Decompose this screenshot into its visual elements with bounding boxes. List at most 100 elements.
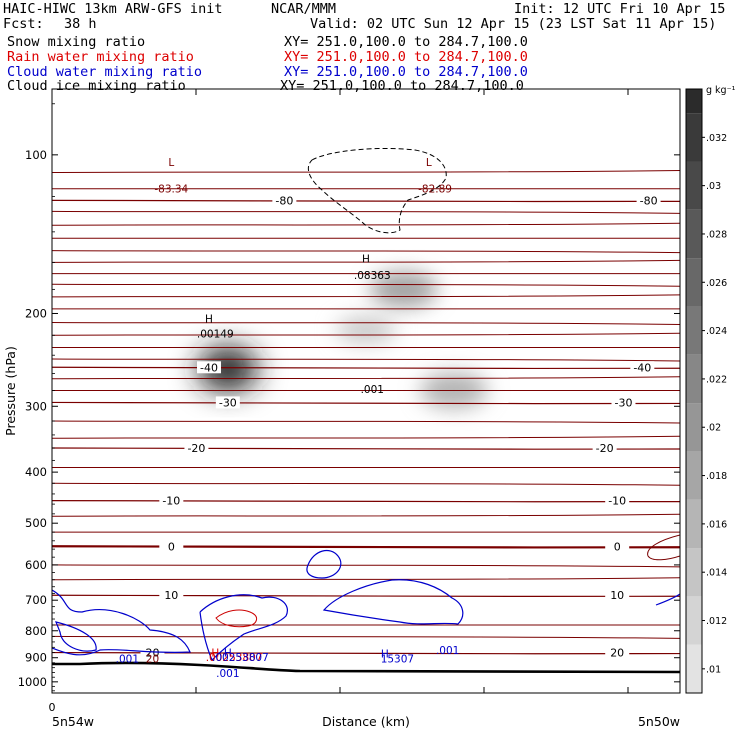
isotherm-label-bg [159, 589, 184, 602]
colorbar-segment [686, 499, 702, 549]
colorbar-tick-label: .016 [706, 519, 727, 530]
terrain-line [52, 661, 681, 674]
y-axis-label: Pressure (hPa) [3, 346, 18, 436]
colorbar-tick-label: .028 [706, 229, 727, 240]
isotherm--40 [52, 366, 680, 370]
field-name-rain: Rain water mixing ratio [7, 49, 194, 65]
y-tick-label: 500 [25, 516, 47, 530]
colorbar-tick-label: .012 [706, 616, 727, 627]
isotherm-label: 0 [614, 540, 621, 553]
x-start-label: 5n54w [52, 714, 94, 729]
isotherm-line [52, 250, 680, 254]
contour-annotation: L [168, 157, 174, 169]
isotherm-label-bg [272, 194, 297, 207]
isotherm--30 [52, 401, 680, 405]
isotherm-label-bg [630, 361, 655, 374]
rain-water-contour [215, 609, 257, 628]
y-tick-label: 400 [25, 465, 47, 479]
isotherm-label: 20 [610, 647, 624, 660]
isotherm-line [52, 321, 680, 325]
colorbar-segment [686, 451, 702, 500]
forecast-hour: 38 h [64, 16, 97, 32]
field-name-cloud-water: Cloud water mixing ratio [7, 64, 203, 80]
isotherm-line [52, 169, 680, 173]
snow-maximum [197, 347, 258, 392]
y-tick-label: 800 [25, 624, 47, 638]
isotherm-label-bg [140, 646, 165, 659]
isotherm-label: -80 [275, 194, 293, 207]
contour-annotation: 15307 [381, 653, 414, 665]
y-tick-label: 1000 [18, 675, 47, 689]
isotherm-line [52, 259, 680, 263]
isotherm-label: -30 [219, 396, 237, 409]
isotherm-label: 0 [168, 540, 175, 553]
cloud-ice-contour [307, 147, 447, 234]
isotherm--80 [52, 199, 680, 203]
contour-annotation: -83.34 [154, 184, 188, 196]
isotherm-label-bg [605, 494, 630, 507]
contour-annotation: -82.89 [418, 184, 452, 196]
colorbar-segment [686, 161, 702, 210]
isotherm-label: -40 [200, 361, 218, 374]
y-tick-label: 300 [25, 399, 47, 413]
isotherm-line [52, 294, 680, 298]
colorbar-tick-label: .02 [706, 423, 721, 434]
snow-shading-patch [336, 316, 396, 345]
colorbar-segment [686, 403, 702, 452]
cloud-water-contour [322, 579, 464, 625]
cloud-water-contour [55, 621, 97, 652]
init-time: Init: 12 UTC Fri 10 Apr 15 [514, 1, 726, 17]
isotherm-line [52, 513, 680, 517]
x-axis [51, 89, 629, 693]
snow-shading [197, 271, 488, 409]
model-title: HAIC-HIWC 13km ARW-GFS init [3, 1, 223, 17]
isotherm-line [52, 283, 680, 287]
isotherm-label-bg [636, 194, 661, 207]
field-xy-snow: XY= 251.0,100.0 to 284.7,100.0 [284, 34, 528, 50]
snow-maximum [369, 271, 438, 308]
contour-annotation: .08363 [354, 270, 391, 282]
y-tick-label: 900 [25, 651, 47, 665]
cloud-water-contour [306, 549, 342, 579]
valid-time: Valid: 02 UTC Sun 12 Apr 15 (23 LST Sat … [310, 16, 717, 32]
contour-annotation: .001 [216, 668, 239, 680]
colorbar: .01 .012 .014 .016 .018 .02 .022 .024 .026 .028 .0… [685, 88, 727, 694]
colorbar-segment [686, 113, 702, 162]
colorbar-tick-label: .03 [706, 181, 721, 192]
field-xy-rain: XY= 251.0,100.0 to 284.7,100.0 [284, 49, 528, 65]
cloud-ice-contours [307, 147, 447, 234]
isotherm-10 [52, 594, 680, 598]
isotherm-label: -20 [596, 442, 614, 455]
colorbar-tick-label: .026 [706, 278, 727, 289]
isotherm-line [52, 420, 680, 424]
isotherm-loop [647, 534, 680, 561]
isotherm-line [52, 358, 680, 362]
field-name-cloud-ice: Cloud ice mixing ratio [7, 78, 186, 94]
isotherm-label: -30 [614, 396, 632, 409]
colorbar-segment [686, 548, 702, 597]
forecast-label: Fcst: [3, 16, 44, 32]
isotherm-label-bg [197, 361, 221, 374]
colorbar-segment [686, 644, 702, 693]
y-tick-label: 100 [25, 148, 47, 162]
isotherm-label-bg [159, 494, 184, 507]
colorbar-unit: g kg⁻¹ [706, 85, 736, 96]
contour-annotation: H [362, 253, 370, 265]
rain-water-contours [215, 609, 257, 628]
y-tick-label: 200 [25, 306, 47, 320]
isotherm--20 [52, 447, 680, 450]
x-tick-label: 0 [49, 701, 56, 714]
contour-annotation: .001 [116, 654, 139, 666]
isotherm-label-bg [159, 540, 184, 553]
colorbar-segment [686, 354, 702, 404]
field-xy-cloud-water: XY= 251.0,100.0 to 284.7,100.0 [284, 64, 528, 80]
isotherm-label: 10 [610, 589, 624, 602]
isotherm-label: -10 [162, 495, 180, 508]
contour-annotation: H [224, 647, 232, 659]
isotherm-label-bg [605, 540, 630, 553]
isotherm-0 [52, 544, 680, 549]
isotherm-line [52, 482, 680, 486]
